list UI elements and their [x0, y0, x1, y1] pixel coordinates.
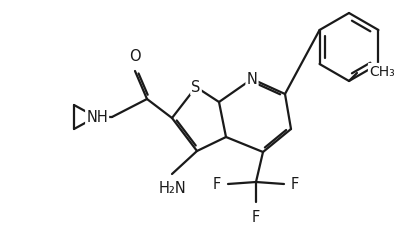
Text: F: F	[291, 177, 299, 192]
Text: O: O	[129, 49, 141, 64]
Text: H₂N: H₂N	[158, 180, 186, 195]
Text: N: N	[247, 72, 257, 87]
Text: CH₃: CH₃	[369, 65, 395, 79]
Text: S: S	[191, 80, 201, 95]
Text: F: F	[252, 209, 260, 224]
Text: F: F	[213, 177, 221, 192]
Text: NH: NH	[86, 110, 108, 125]
